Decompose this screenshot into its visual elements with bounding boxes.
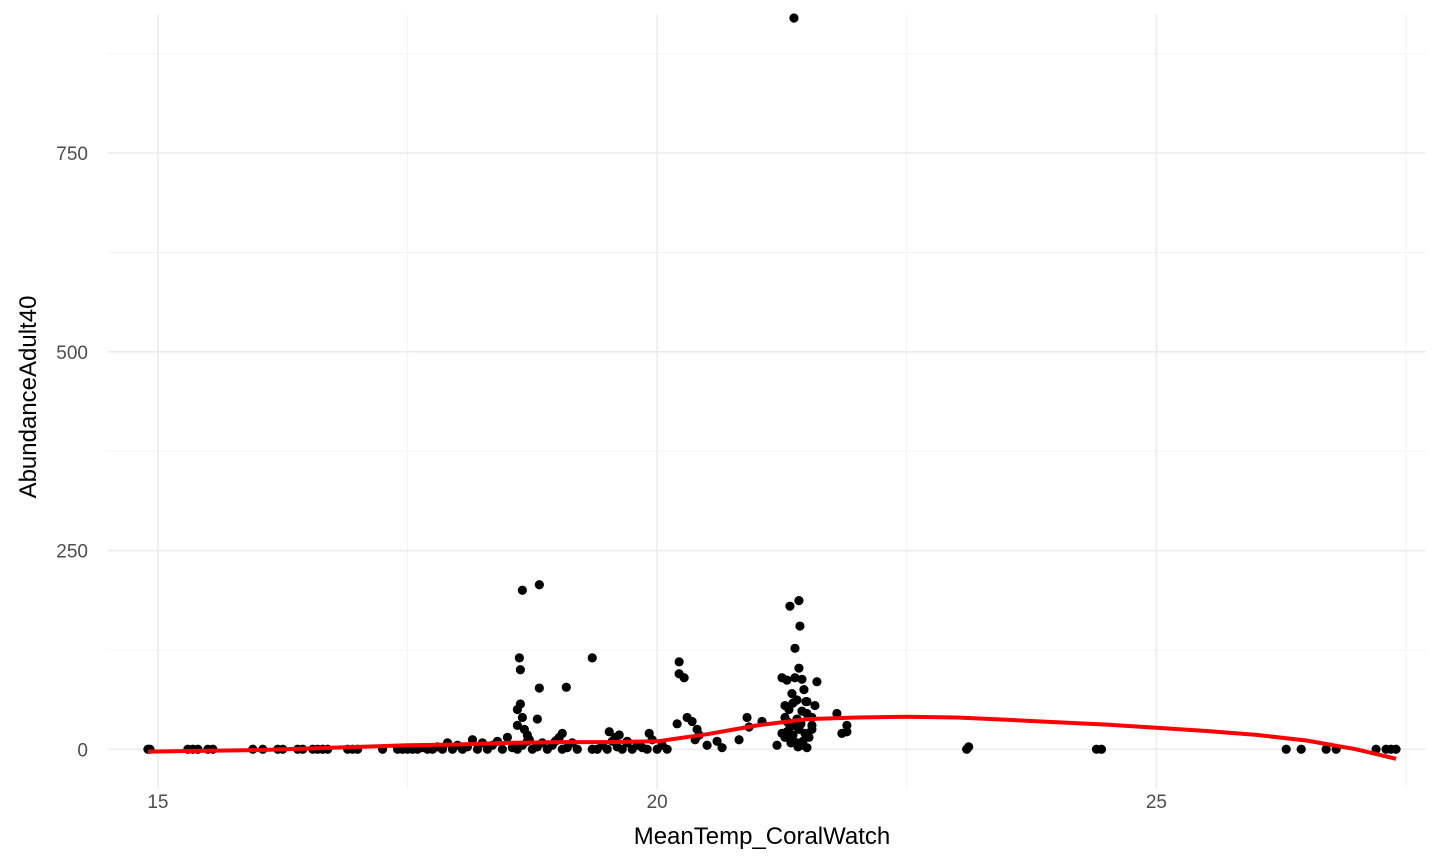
smooth-curve-layer (147, 714, 1397, 761)
x-tick-label: 15 (147, 792, 168, 813)
y-tick-label: 750 (56, 144, 88, 165)
y-axis-tick-labels: 0 250 500 750 (56, 144, 88, 761)
data-point (797, 674, 807, 684)
y-tick-label: 500 (56, 343, 88, 364)
data-point (832, 708, 842, 719)
data-point (515, 665, 525, 675)
data-point (517, 712, 527, 723)
data-point (964, 742, 974, 752)
data-point (717, 743, 727, 753)
data-point (780, 732, 790, 742)
data-point (734, 735, 744, 745)
data-point (1321, 744, 1331, 754)
data-point (514, 653, 524, 663)
data-point (802, 696, 812, 707)
data-point (810, 700, 820, 711)
data-point (614, 730, 624, 740)
data-point (784, 704, 794, 715)
data-point (787, 689, 797, 699)
data-point (512, 704, 522, 715)
data-point (532, 714, 542, 724)
data-point (497, 744, 508, 754)
x-tick-label: 25 (1146, 792, 1167, 813)
data-point (794, 596, 804, 606)
data-point (785, 601, 795, 611)
smooth-trend-line (147, 714, 1397, 761)
data-point (662, 744, 672, 754)
data-point (1391, 744, 1401, 754)
data-point (842, 720, 852, 731)
data-point (437, 744, 448, 754)
data-point (712, 736, 722, 746)
data-point (604, 727, 614, 737)
data-point (1096, 744, 1107, 754)
data-point (602, 744, 612, 754)
data-point (572, 744, 582, 754)
data-point (502, 732, 512, 742)
data-point (642, 744, 652, 754)
data-point (702, 740, 712, 750)
x-axis-tick-labels: 15 20 25 (147, 792, 1167, 813)
data-points (143, 13, 1401, 754)
data-point (561, 682, 571, 692)
data-point (795, 621, 805, 631)
data-point (790, 673, 800, 683)
data-point (790, 643, 800, 653)
data-point (786, 738, 796, 748)
data-point (557, 728, 567, 738)
data-point (812, 677, 822, 687)
data-point (742, 712, 752, 723)
plot-panel (108, 13, 1426, 789)
data-point (472, 744, 483, 754)
y-tick-label: 250 (56, 542, 88, 563)
x-axis-title: MeanTemp_CoralWatch (634, 823, 891, 850)
data-point (674, 657, 684, 667)
data-point (617, 744, 627, 754)
data-point (842, 727, 852, 737)
data-point (1296, 744, 1306, 754)
data-point (793, 742, 803, 752)
data-point (644, 728, 654, 738)
data-point (772, 740, 782, 750)
grid-major-lines (108, 14, 1426, 789)
data-point (785, 722, 795, 732)
data-point (782, 675, 792, 685)
data-point (788, 730, 798, 740)
data-point (794, 663, 804, 673)
data-point (1281, 744, 1291, 754)
x-tick-label: 20 (647, 792, 668, 813)
data-point (799, 685, 809, 695)
data-point (687, 716, 697, 727)
data-point (672, 719, 682, 729)
y-axis-title: AbundanceAdult40 (15, 296, 42, 499)
data-point (512, 720, 522, 731)
data-point (517, 585, 527, 595)
data-point (679, 673, 689, 683)
y-tick-label: 0 (77, 740, 88, 761)
data-point (534, 683, 544, 693)
data-point (807, 724, 817, 734)
data-point (789, 13, 799, 23)
data-point (534, 580, 544, 590)
data-point (587, 653, 597, 663)
grid-minor-lines (108, 14, 1426, 789)
